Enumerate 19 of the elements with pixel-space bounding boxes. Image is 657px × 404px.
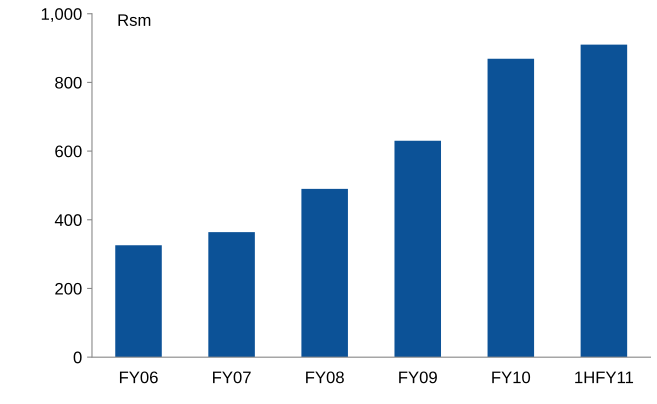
y-tick-label: 400 (54, 214, 82, 226)
bar (580, 44, 628, 358)
bar (394, 140, 442, 358)
x-tick-label: FY10 (492, 371, 530, 384)
bar (115, 245, 162, 358)
x-tick-label: FY07 (213, 371, 251, 384)
y-tick-label: 1,000 (42, 8, 82, 22)
y-tick-label: 0 (74, 352, 82, 364)
x-tick-label: 1HFY11 (575, 372, 634, 384)
x-tick-label: FY08 (306, 371, 344, 384)
x-tick-label: FY09 (399, 371, 437, 384)
bar (488, 58, 534, 358)
y-axis-title: Rsm (118, 14, 150, 26)
y-tick-label: 800 (55, 76, 82, 89)
bar (301, 188, 348, 358)
x-tick-label: FY06 (120, 371, 158, 384)
bar (208, 232, 255, 358)
y-tick-label: 200 (55, 282, 82, 295)
y-tick-label: 600 (55, 145, 82, 158)
